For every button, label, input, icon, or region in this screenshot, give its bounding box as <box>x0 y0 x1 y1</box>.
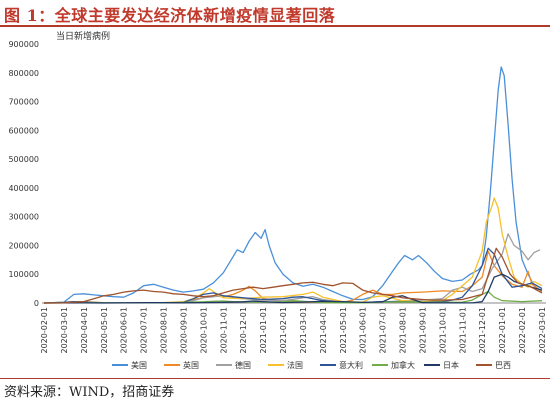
x-tick-label: 2020-11-01 <box>219 307 228 354</box>
x-tick-label: 2021-09-01 <box>418 307 427 354</box>
x-tick-label: 2021-02-01 <box>279 307 288 354</box>
x-tick-label: 2020-04-01 <box>80 307 89 354</box>
x-tick-label: 2021-08-01 <box>399 307 408 354</box>
y-tick-label: 900000 <box>8 40 39 49</box>
x-tick-label: 2020-05-01 <box>100 307 109 354</box>
line-chart: 当日新增病例 0 100000 200000 300000 400000 500000 60… <box>8 30 547 370</box>
x-tick-label: 2021-03-01 <box>299 307 308 354</box>
source-note: 资料来源：WIND，招商证券 <box>4 385 175 400</box>
legend-label: 加拿大 <box>391 360 415 370</box>
x-tick-label: 2020-10-01 <box>199 307 208 354</box>
x-tick-label: 2021-12-01 <box>478 307 487 354</box>
x-tick-label: 2022-03-01 <box>538 307 547 354</box>
y-tick-label: 800000 <box>8 69 39 78</box>
legend: 美国 英国 德国 法国 意大利 加拿大 日本 巴西 <box>112 360 511 370</box>
legend-label: 意大利 <box>339 360 363 370</box>
x-tick-label: 2021-11-01 <box>458 307 467 354</box>
x-tick-label: 2021-10-01 <box>438 307 447 354</box>
y-tick-label: 200000 <box>8 241 39 250</box>
series-line <box>43 66 543 304</box>
x-tick-label: 2020-07-01 <box>140 307 149 354</box>
x-tick-label: 2021-06-01 <box>359 307 368 354</box>
legend-label: 美国 <box>131 360 147 370</box>
x-tick-label: 2021-07-01 <box>379 307 388 354</box>
x-tick-label: 2022-02-01 <box>518 307 527 354</box>
figure-title: 图 1：全球主要发达经济体新增疫情显著回落 <box>4 6 336 25</box>
y-tick-label: 300000 <box>8 213 39 222</box>
y-axis: 0 100000 200000 300000 400000 500000 600000 700… <box>8 40 39 308</box>
y-tick-label: 400000 <box>8 184 39 193</box>
y-axis-label: 当日新增病例 <box>56 30 110 42</box>
plot-area <box>43 66 543 304</box>
x-axis: 2020-02-01 2020-03-01 2020-04-01 2020-05-01… <box>40 302 547 354</box>
title-rule <box>0 25 550 27</box>
y-tick-label: 700000 <box>8 98 39 107</box>
source-rule <box>0 378 550 379</box>
x-tick-label: 2022-01-01 <box>498 307 507 354</box>
x-tick-label: 2020-09-01 <box>179 307 188 354</box>
x-tick-label: 2021-01-01 <box>259 307 268 354</box>
x-tick-label: 2020-02-01 <box>40 307 49 354</box>
x-tick-label: 2021-04-01 <box>319 307 328 354</box>
y-tick-label: 600000 <box>8 126 39 135</box>
legend-label: 英国 <box>183 360 199 370</box>
y-tick-label: 500000 <box>8 155 39 164</box>
x-tick-label: 2020-08-01 <box>160 307 169 354</box>
legend-label: 德国 <box>235 360 251 370</box>
x-tick-label: 2020-03-01 <box>60 307 69 354</box>
x-tick-label: 2020-06-01 <box>120 307 129 354</box>
legend-label: 法国 <box>287 360 303 370</box>
x-tick-label: 2020-12-01 <box>239 307 248 354</box>
series-line <box>43 273 543 304</box>
series-line <box>43 197 543 304</box>
series-line <box>43 247 543 304</box>
y-tick-label: 100000 <box>8 270 39 279</box>
legend-label: 巴西 <box>495 361 511 370</box>
y-tick-label: 0 <box>34 299 39 308</box>
x-tick-label: 2021-05-01 <box>339 307 348 354</box>
legend-label: 日本 <box>443 360 459 370</box>
